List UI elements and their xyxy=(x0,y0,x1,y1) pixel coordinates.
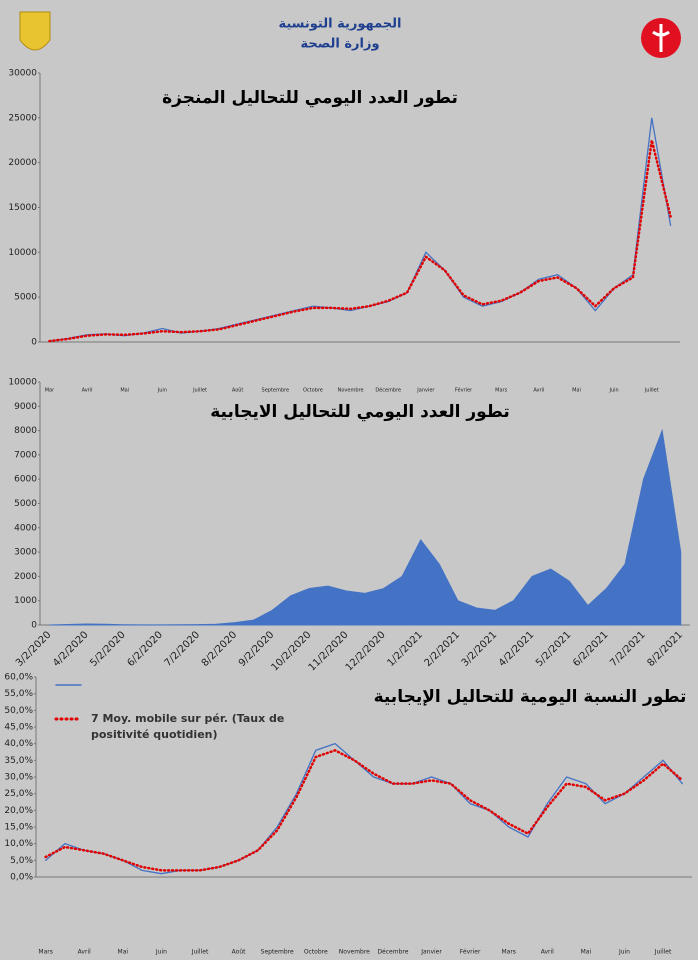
chart-title: تطور العدد اليومي للتحاليل المنجزة xyxy=(162,88,458,108)
y-tick-label: 60,0% xyxy=(4,673,33,683)
x-tick-label: Juillet xyxy=(654,949,672,956)
x-tick-label: Septembre xyxy=(261,949,294,956)
x-tick-label: Avril xyxy=(82,388,93,394)
y-tick-label: 35,0% xyxy=(4,756,33,766)
x-tick-label: 2/2/2021 xyxy=(423,629,463,669)
x-tick-label: 4/2/2020 xyxy=(51,629,91,669)
x-tick-label: 6/2/2020 xyxy=(125,629,165,669)
x-tick-label: Mar xyxy=(45,388,55,394)
x-tick-label: Octobre xyxy=(303,388,323,394)
y-tick-label: 6000 xyxy=(14,475,37,485)
y-tick-label: 0 xyxy=(31,338,37,348)
series-line xyxy=(48,139,672,343)
x-tick-label: 5/2/2020 xyxy=(88,629,128,669)
x-tick-label: Décembre xyxy=(375,387,401,394)
y-tick-label: 7000 xyxy=(14,450,37,460)
chart-title: تطور العدد اليومي للتحاليل الايجابية xyxy=(210,402,509,422)
x-tick-label: Juillet xyxy=(192,388,207,394)
y-tick-label: 10000 xyxy=(8,248,37,258)
x-tick-label: 12/2/2020 xyxy=(344,629,388,673)
x-tick-label: Juin xyxy=(618,949,630,956)
x-tick-label: 1/2/2021 xyxy=(385,629,425,669)
x-tick-label: 7/2/2020 xyxy=(163,629,203,669)
series-line xyxy=(44,742,684,875)
x-tick-label: 6/2/2021 xyxy=(571,629,611,669)
x-tick-label: Août xyxy=(232,949,246,956)
y-tick-label: 15000 xyxy=(8,203,37,213)
y-tick-label: 4000 xyxy=(14,523,37,533)
ministry-logo xyxy=(641,18,681,58)
x-tick-label: Février xyxy=(455,387,473,394)
x-tick-label: 8/2/2020 xyxy=(200,629,240,669)
y-tick-label: 40,0% xyxy=(4,739,33,749)
x-tick-label: 9/2/2020 xyxy=(237,629,277,669)
series-area xyxy=(49,428,682,626)
y-tick-label: 8000 xyxy=(14,426,37,436)
y-tick-label: 15,0% xyxy=(4,823,33,833)
y-tick-label: 20000 xyxy=(8,158,37,168)
y-tick-label: 30000 xyxy=(8,69,37,79)
y-tick-label: 50,0% xyxy=(4,706,33,716)
y-tick-label: 30,0% xyxy=(4,773,33,783)
x-tick-label: Octobre xyxy=(304,949,328,956)
y-tick-label: 0 xyxy=(31,621,37,631)
x-tick-label: Avril xyxy=(541,949,554,956)
y-tick-label: 20,0% xyxy=(4,806,33,816)
x-tick-label: Mars xyxy=(38,949,52,956)
y-tick-label: 10000 xyxy=(8,378,37,388)
x-tick-label: 4/2/2021 xyxy=(497,629,537,669)
x-tick-label: 5/2/2021 xyxy=(534,629,574,669)
y-tick-label: 9000 xyxy=(14,402,37,412)
series-line xyxy=(44,748,684,872)
y-tick-label: 5000 xyxy=(14,499,37,509)
tunisia-emblem xyxy=(19,11,51,51)
header-line: الجمهورية التونسية xyxy=(278,17,401,32)
y-tick-label: 25,0% xyxy=(4,789,33,799)
x-tick-label: Juillet xyxy=(644,388,659,394)
x-tick-label: Septembre xyxy=(262,388,290,394)
x-tick-label: Janvier xyxy=(416,388,435,394)
legend-label: 7 Moy. mobile sur pér. (Taux de positivit… xyxy=(91,712,284,741)
x-tick-label: Novembre xyxy=(338,388,364,394)
x-tick-label: 3/2/2021 xyxy=(460,629,500,669)
x-tick-label: 3/2/2020 xyxy=(14,629,54,669)
x-tick-label: Décembre xyxy=(377,949,408,956)
y-tick-label: 5000 xyxy=(14,293,37,303)
y-tick-label: 1000 xyxy=(14,596,37,606)
x-tick-label: Novembre xyxy=(339,949,370,956)
y-tick-label: 10,0% xyxy=(4,839,33,849)
x-tick-label: 7/2/2021 xyxy=(608,629,648,669)
x-tick-label: Mai xyxy=(581,949,592,956)
x-tick-label: Février xyxy=(460,949,481,956)
x-tick-label: Juin xyxy=(609,388,619,394)
y-tick-label: 25000 xyxy=(8,113,37,123)
y-tick-label: 55,0% xyxy=(4,689,33,699)
header-line: وزارة الصحة xyxy=(300,37,379,52)
x-tick-label: Mars xyxy=(501,949,515,956)
x-tick-label: Août xyxy=(232,387,244,394)
chart-title: تطور النسبة اليومية للتحاليل الإيجابية xyxy=(374,687,687,707)
x-tick-label: Mai xyxy=(120,388,129,394)
y-tick-label: 0,0% xyxy=(10,873,33,883)
x-tick-label: Juillet xyxy=(191,949,209,956)
x-tick-label: Avril xyxy=(533,388,544,394)
x-tick-label: Mai xyxy=(572,388,581,394)
y-tick-label: 45,0% xyxy=(4,723,33,733)
x-tick-label: 8/2/2021 xyxy=(645,629,685,669)
x-tick-label: Mai xyxy=(118,949,129,956)
y-tick-label: 3000 xyxy=(14,548,37,558)
x-tick-label: Mars xyxy=(495,388,507,394)
y-tick-label: 2000 xyxy=(14,572,37,582)
y-tick-label: 5,0% xyxy=(10,856,33,866)
x-tick-label: Juin xyxy=(155,949,167,956)
x-tick-label: Avril xyxy=(78,949,91,956)
x-tick-label: Janvier xyxy=(420,949,442,956)
x-tick-label: Juin xyxy=(157,388,167,394)
